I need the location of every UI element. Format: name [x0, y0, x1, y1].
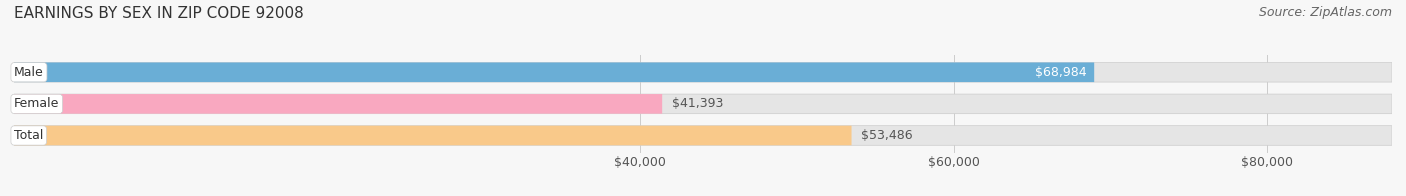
FancyBboxPatch shape [14, 126, 852, 145]
Text: Male: Male [14, 66, 44, 79]
Text: Female: Female [14, 97, 59, 110]
FancyBboxPatch shape [14, 94, 662, 114]
Text: Source: ZipAtlas.com: Source: ZipAtlas.com [1258, 6, 1392, 19]
Text: $68,984: $68,984 [1035, 66, 1087, 79]
Text: Total: Total [14, 129, 44, 142]
Text: EARNINGS BY SEX IN ZIP CODE 92008: EARNINGS BY SEX IN ZIP CODE 92008 [14, 6, 304, 21]
Text: $53,486: $53,486 [860, 129, 912, 142]
FancyBboxPatch shape [14, 63, 1392, 82]
FancyBboxPatch shape [14, 94, 1392, 114]
FancyBboxPatch shape [14, 126, 1392, 145]
FancyBboxPatch shape [14, 63, 1094, 82]
Text: $41,393: $41,393 [672, 97, 723, 110]
